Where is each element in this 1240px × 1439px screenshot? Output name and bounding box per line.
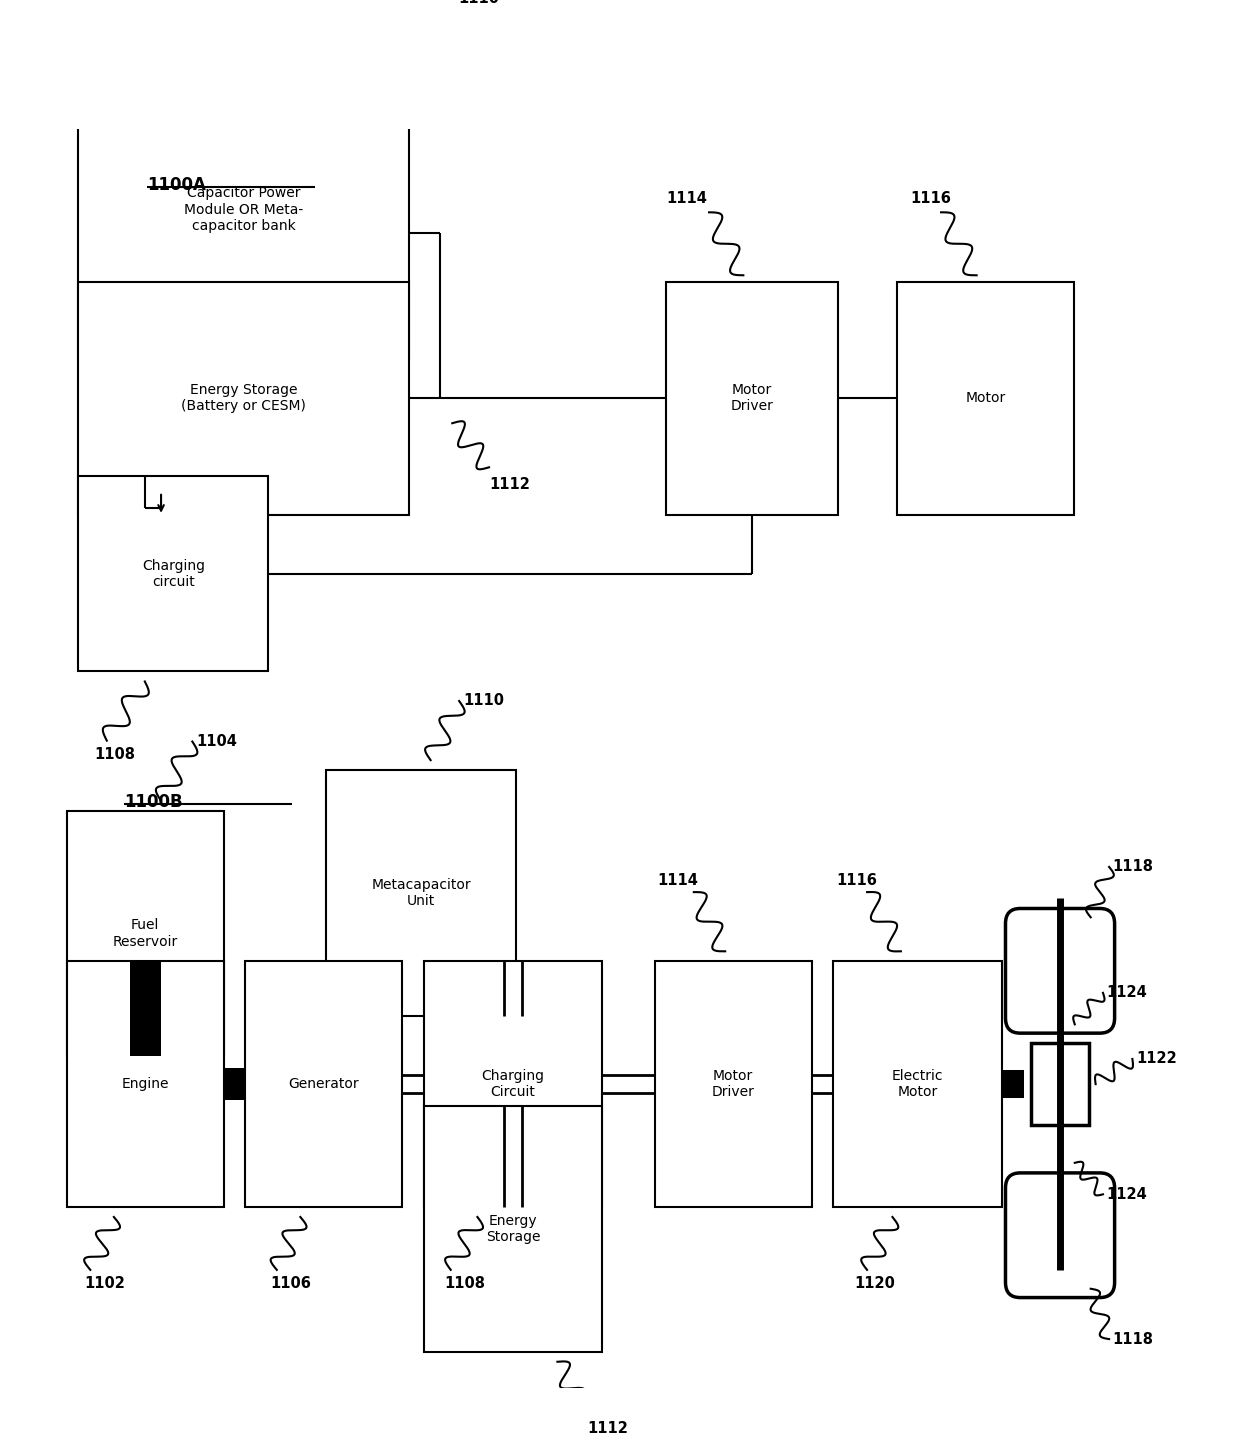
FancyBboxPatch shape — [1006, 1173, 1115, 1298]
Text: 1116: 1116 — [910, 191, 951, 206]
Text: 1108: 1108 — [445, 1276, 486, 1291]
Text: Charging
circuit: Charging circuit — [141, 558, 205, 589]
Text: 1110: 1110 — [459, 0, 500, 6]
Text: 1102: 1102 — [84, 1276, 125, 1291]
FancyBboxPatch shape — [67, 961, 223, 1207]
Text: 1124: 1124 — [1106, 1187, 1147, 1202]
FancyBboxPatch shape — [897, 282, 1074, 515]
FancyBboxPatch shape — [78, 282, 409, 515]
FancyBboxPatch shape — [666, 282, 838, 515]
Text: Capacitor Power
Module OR Meta-
capacitor bank: Capacitor Power Module OR Meta- capacito… — [185, 187, 304, 233]
FancyBboxPatch shape — [1006, 908, 1115, 1033]
Text: Metacapacitor
Unit: Metacapacitor Unit — [371, 878, 471, 908]
Text: 1124: 1124 — [1106, 986, 1147, 1000]
FancyBboxPatch shape — [833, 961, 1002, 1207]
Text: Generator: Generator — [289, 1078, 360, 1091]
FancyBboxPatch shape — [655, 961, 811, 1207]
FancyBboxPatch shape — [67, 810, 223, 1056]
FancyBboxPatch shape — [223, 1068, 246, 1099]
Text: Fuel
Reservoir: Fuel Reservoir — [113, 918, 177, 948]
Text: 1120: 1120 — [854, 1276, 895, 1291]
Text: 1106: 1106 — [270, 1276, 311, 1291]
Text: 1110: 1110 — [463, 694, 503, 708]
Text: 1112: 1112 — [588, 1420, 629, 1436]
Text: Energy
Storage: Energy Storage — [486, 1215, 541, 1245]
Text: Energy Storage
(Battery or CESM): Energy Storage (Battery or CESM) — [181, 383, 306, 413]
FancyBboxPatch shape — [78, 476, 268, 672]
FancyBboxPatch shape — [326, 770, 516, 1016]
Text: 1118: 1118 — [1112, 859, 1153, 875]
Text: Charging
Circuit: Charging Circuit — [481, 1069, 544, 1099]
Text: 1100B: 1100B — [124, 793, 184, 810]
Text: 1114: 1114 — [666, 191, 707, 206]
Text: 1112: 1112 — [489, 478, 529, 492]
Text: Engine: Engine — [122, 1078, 169, 1091]
Text: 1116: 1116 — [837, 873, 877, 888]
Text: 1118: 1118 — [1112, 1331, 1153, 1347]
FancyBboxPatch shape — [424, 1107, 601, 1351]
FancyBboxPatch shape — [246, 961, 402, 1207]
FancyBboxPatch shape — [1030, 1043, 1090, 1125]
FancyBboxPatch shape — [1002, 1071, 1024, 1098]
FancyBboxPatch shape — [78, 62, 409, 358]
FancyBboxPatch shape — [424, 961, 601, 1207]
Text: Motor
Driver: Motor Driver — [730, 383, 774, 413]
Text: 1104: 1104 — [196, 734, 237, 750]
Text: 1108: 1108 — [94, 747, 135, 761]
Text: Motor: Motor — [966, 391, 1006, 404]
Text: Motor
Driver: Motor Driver — [712, 1069, 754, 1099]
FancyBboxPatch shape — [130, 961, 160, 1056]
Text: 1100A: 1100A — [148, 176, 206, 193]
Text: 1122: 1122 — [1136, 1052, 1177, 1066]
Text: Electric
Motor: Electric Motor — [892, 1069, 944, 1099]
Text: 1114: 1114 — [657, 873, 698, 888]
